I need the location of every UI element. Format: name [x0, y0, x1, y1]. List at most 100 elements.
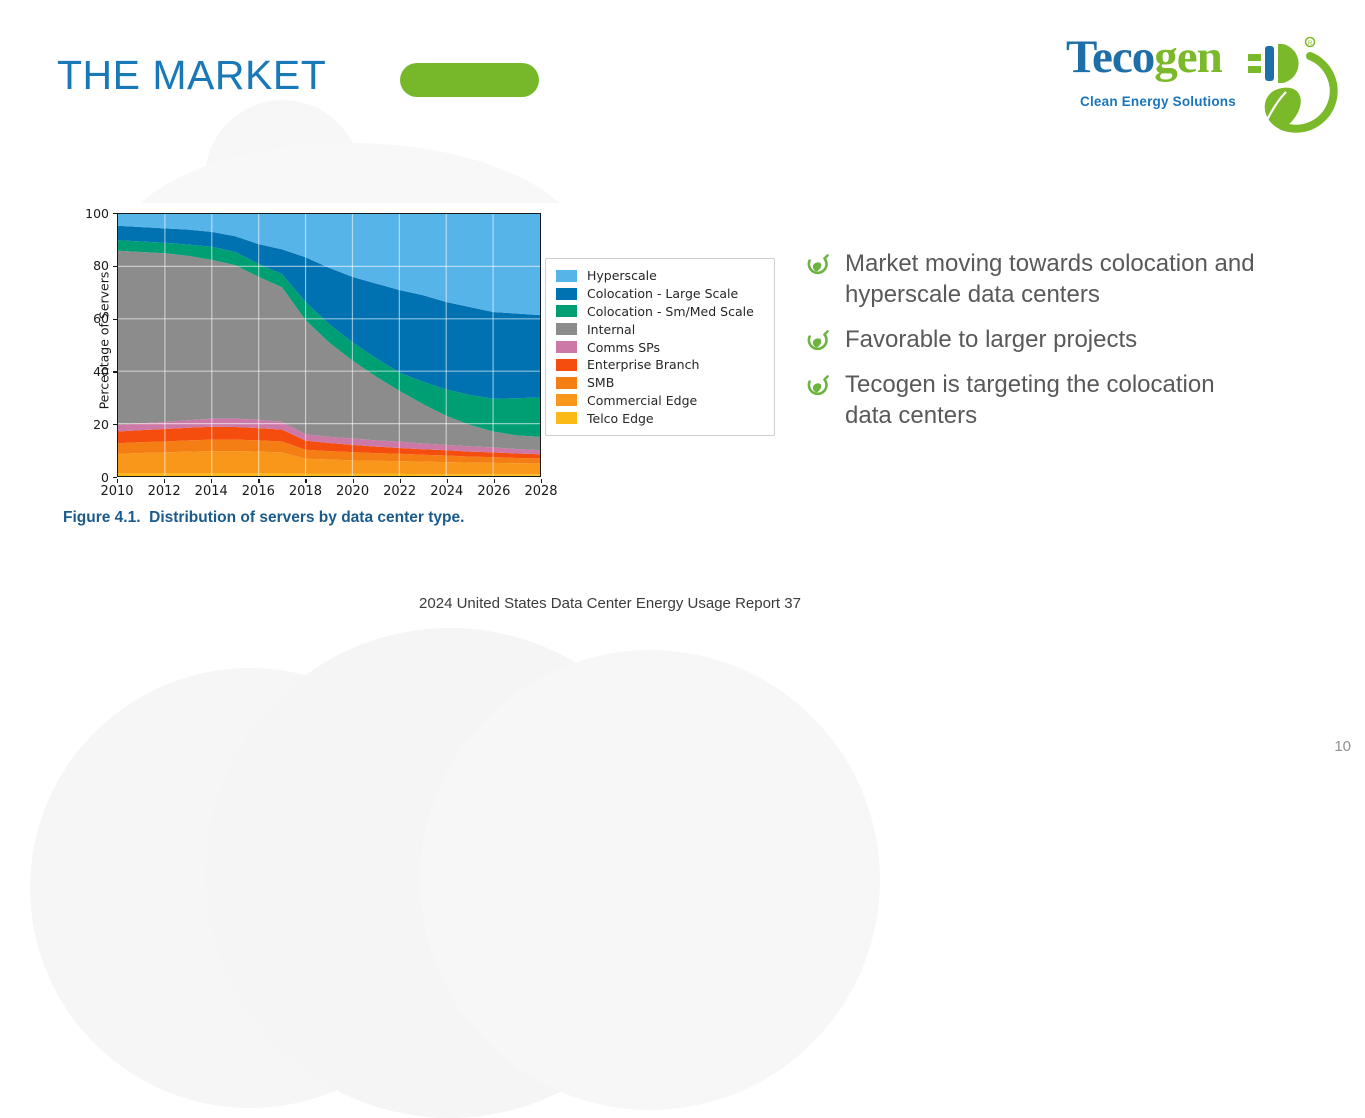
logo-word-teco: Teco: [1066, 31, 1155, 83]
tecogen-logo: Tecogen R Clean Energy Solutions: [1058, 28, 1338, 133]
legend-item-commercial-edge: Commercial Edge: [556, 392, 764, 410]
list-item: Tecogen is targeting the colocation data…: [805, 369, 1345, 431]
area-internal: [118, 250, 540, 451]
stacked-area-chart: Percentage of Servers 2010 2012 2014 2016 20…: [63, 203, 775, 503]
plot-canvas: [118, 214, 540, 476]
area-smb: [118, 439, 540, 464]
x-tick-mark: [258, 478, 260, 483]
legend-swatch: [556, 287, 577, 300]
bullet-line: Tecogen is targeting the colocation: [845, 371, 1215, 398]
x-tick-label: 2014: [194, 484, 228, 499]
y-tick-label: 60: [93, 311, 109, 327]
legend-label: Enterprise Branch: [587, 357, 700, 373]
x-tick-label: 2020: [336, 484, 370, 499]
logo-wordmark: Tecogen: [1066, 30, 1223, 84]
legend-swatch: [556, 341, 577, 354]
area-telco-edge: [118, 473, 540, 476]
legend-swatch: [556, 376, 577, 389]
y-tick-mark: [112, 477, 117, 479]
bullet-line: data centers: [845, 402, 978, 429]
area-hyperscale: [118, 214, 540, 316]
y-tick-mark: [112, 265, 117, 267]
x-tick-mark: [541, 478, 543, 483]
y-tick-mark: [112, 424, 117, 426]
legend-swatch: [556, 269, 577, 282]
legend-item-telco-edge: Telco Edge: [556, 409, 764, 427]
chart-legend: Hyperscale Colocation - Large Scale Coloca…: [545, 258, 775, 437]
legend-item-comms-sps: Comms SPs: [556, 338, 764, 356]
list-item: Favorable to larger projects: [805, 324, 1345, 355]
plot-area: [117, 213, 541, 477]
list-item: Market moving towards colocation and hyp…: [805, 248, 1345, 310]
legend-item-colocation-sm-med-scale: Colocation - Sm/Med Scale: [556, 303, 764, 321]
y-tick-label: 80: [93, 258, 109, 274]
x-tick-mark: [211, 478, 213, 483]
x-tick-mark: [164, 478, 166, 483]
legend-item-colocation-large-scale: Colocation - Large Scale: [556, 285, 764, 303]
x-tick-mark: [399, 478, 401, 483]
legend-label: SMB: [587, 375, 615, 391]
y-tick-label: 40: [93, 363, 109, 379]
legend-label: Internal: [587, 321, 636, 337]
x-tick-mark: [117, 478, 119, 483]
x-tick-label: 2016: [241, 484, 275, 499]
legend-label: Colocation - Sm/Med Scale: [587, 303, 754, 319]
page-title: THE MARKET: [57, 52, 327, 98]
legend-label: Comms SPs: [587, 339, 660, 355]
legend-label: Commercial Edge: [587, 392, 698, 408]
leaf-plug-bullet-icon: [807, 375, 829, 396]
bullet-text: Market moving towards colocation and hyp…: [845, 248, 1255, 310]
bullet-text: Tecogen is targeting the colocation data…: [845, 369, 1215, 431]
y-tick-label: 20: [93, 416, 109, 432]
y-tick-mark: [112, 371, 117, 373]
bullet-line: Favorable to larger projects: [845, 326, 1138, 353]
legend-item-enterprise-branch: Enterprise Branch: [556, 356, 764, 374]
y-tick-label: 0: [101, 469, 109, 485]
y-tick-mark: [112, 318, 117, 320]
legend-label: Colocation - Large Scale: [587, 286, 739, 302]
bullet-list: Market moving towards colocation and hyp…: [805, 248, 1345, 445]
page-number: 10: [1334, 738, 1351, 755]
title-accent-pill: [400, 63, 539, 97]
x-tick-label: 2026: [477, 484, 511, 499]
svg-text:R: R: [1308, 41, 1313, 47]
area-commercial-edge: [118, 451, 540, 475]
legend-item-smb: SMB: [556, 374, 764, 392]
y-axis-title: Percentage of Servers: [96, 271, 112, 410]
legend-swatch: [556, 394, 577, 407]
legend-swatch: [556, 358, 577, 371]
bullet-line: hyperscale data centers: [845, 281, 1100, 308]
background-circle: [420, 650, 880, 1110]
area-comms-sps: [118, 418, 540, 455]
legend-swatch: [556, 323, 577, 336]
leaf-plug-bullet-icon: [807, 330, 829, 351]
x-tick-label: 2012: [147, 484, 181, 499]
plug-leaf-logo-icon: R: [1248, 36, 1338, 133]
bullet-text: Favorable to larger projects: [845, 324, 1137, 355]
logo-word-gen: gen: [1154, 31, 1222, 83]
legend-swatch: [556, 412, 577, 425]
source-citation: 2024 United States Data Center Energy Us…: [419, 595, 801, 612]
logo-tagline: Clean Energy Solutions: [1080, 94, 1236, 109]
x-tick-mark: [352, 478, 354, 483]
x-tick-mark: [305, 478, 307, 483]
area-colocation-large-scale: [118, 225, 540, 399]
x-tick-label: 2022: [383, 484, 417, 499]
area-colocation-sm-med-scale: [118, 240, 540, 437]
y-tick-mark: [112, 213, 117, 215]
x-tick-label: 2018: [288, 484, 322, 499]
legend-item-hyperscale: Hyperscale: [556, 267, 764, 285]
legend-label: Telco Edge: [587, 410, 654, 426]
legend-label: Hyperscale: [587, 268, 657, 284]
y-tick-label: 100: [85, 205, 109, 221]
leaf-plug-bullet-icon: [807, 254, 829, 275]
x-tick-label: 2010: [100, 484, 134, 499]
x-tick-label: 2028: [524, 484, 558, 499]
bullet-line: Market moving towards colocation and: [845, 250, 1255, 277]
figure-caption: Figure 4.1. Distribution of servers by d…: [63, 509, 465, 526]
x-tick-mark: [446, 478, 448, 483]
area-enterprise-branch: [118, 426, 540, 459]
legend-swatch: [556, 305, 577, 318]
x-tick-label: 2024: [430, 484, 464, 499]
x-tick-mark: [493, 478, 496, 483]
